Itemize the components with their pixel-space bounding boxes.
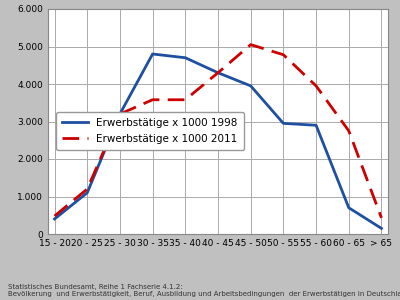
Erwerbstätige x 1000 1998 — [346, 206, 351, 209]
Erwerbstätige x 1000 1998 — [52, 217, 57, 221]
Erwerbstätige x 1000 1998 — [150, 52, 155, 56]
Text: Statistisches Bundesamt, Reihe 1 Fachserie 4.1.2:
Bevölkerung  und Erwerbstätigk: Statistisches Bundesamt, Reihe 1 Fachser… — [8, 284, 400, 297]
Erwerbstätige x 1000 1998 — [379, 226, 384, 230]
Erwerbstätige x 1000 2011 — [183, 98, 188, 101]
Erwerbstätige x 1000 2011 — [85, 187, 90, 191]
Erwerbstätige x 1000 1998 — [248, 84, 253, 88]
Erwerbstätige x 1000 1998 — [216, 71, 220, 74]
Erwerbstätige x 1000 1998 — [85, 191, 90, 195]
Line: Erwerbstätige x 1000 1998: Erwerbstätige x 1000 1998 — [54, 54, 382, 228]
Erwerbstätige x 1000 1998 — [314, 124, 318, 127]
Erwerbstätige x 1000 2011 — [346, 129, 351, 133]
Erwerbstätige x 1000 2011 — [118, 112, 122, 116]
Erwerbstätige x 1000 2011 — [248, 43, 253, 46]
Erwerbstätige x 1000 1998 — [118, 112, 122, 116]
Erwerbstätige x 1000 1998 — [281, 122, 286, 125]
Erwerbstätige x 1000 2011 — [379, 216, 384, 220]
Erwerbstätige x 1000 2011 — [314, 84, 318, 88]
Erwerbstätige x 1000 2011 — [216, 71, 220, 74]
Erwerbstätige x 1000 2011 — [281, 53, 286, 56]
Legend: Erwerbstätige x 1000 1998, Erwerbstätige x 1000 2011: Erwerbstätige x 1000 1998, Erwerbstätige… — [56, 112, 244, 150]
Erwerbstätige x 1000 2011 — [52, 214, 57, 218]
Erwerbstätige x 1000 2011 — [150, 98, 155, 101]
Erwerbstätige x 1000 1998 — [183, 56, 188, 59]
Line: Erwerbstätige x 1000 2011: Erwerbstätige x 1000 2011 — [54, 45, 382, 218]
